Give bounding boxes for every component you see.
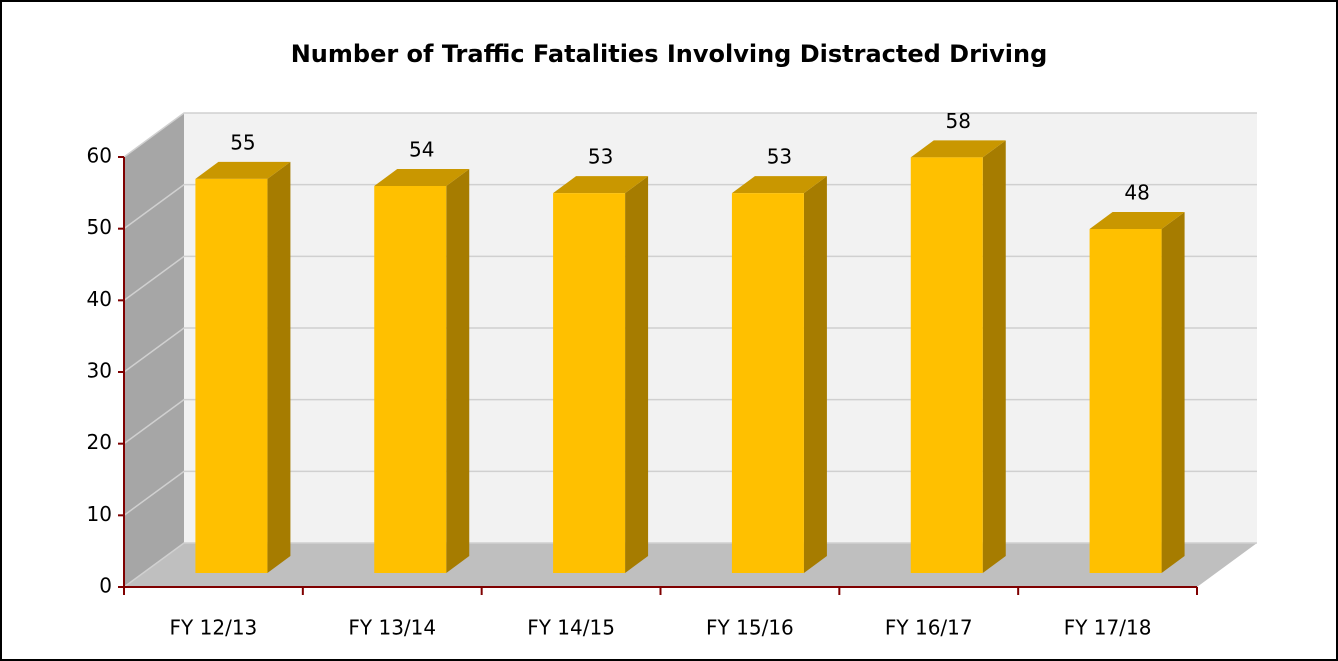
y-tick-label: 0 bbox=[99, 574, 112, 598]
bar-side bbox=[267, 161, 291, 574]
bar bbox=[374, 169, 470, 573]
bar-top bbox=[553, 176, 649, 194]
bar-top bbox=[910, 140, 1006, 158]
y-tick-label: 50 bbox=[87, 215, 112, 239]
grid-line bbox=[123, 398, 1257, 445]
bar-front bbox=[553, 193, 626, 573]
grid-line bbox=[123, 183, 1257, 230]
grid-line bbox=[123, 255, 1257, 301]
y-tick-label: 60 bbox=[87, 144, 112, 168]
y-tick-label: 10 bbox=[87, 502, 112, 526]
value-label: 55 bbox=[230, 130, 255, 154]
bar-top bbox=[731, 176, 827, 194]
bar-side bbox=[1161, 212, 1185, 573]
value-label: 58 bbox=[946, 109, 971, 133]
bar bbox=[1089, 212, 1185, 573]
bar-side bbox=[803, 176, 827, 573]
grid-line bbox=[123, 542, 1257, 588]
chart-title: Number of Traffic Fatalities Involving D… bbox=[291, 40, 1048, 68]
x-tick-label: FY 16/17 bbox=[885, 616, 973, 640]
floor bbox=[124, 543, 1257, 587]
value-label: 53 bbox=[588, 145, 613, 169]
grid-line bbox=[123, 470, 1257, 516]
bar-side bbox=[625, 176, 649, 573]
bar-top bbox=[374, 169, 470, 186]
bar bbox=[731, 176, 827, 573]
bar-front bbox=[731, 193, 804, 573]
value-label: 53 bbox=[767, 145, 792, 169]
bar bbox=[553, 176, 649, 573]
bar-front bbox=[374, 186, 447, 573]
bar-top bbox=[1089, 212, 1185, 229]
bar bbox=[910, 140, 1006, 574]
x-tick-label: FY 15/16 bbox=[706, 616, 794, 640]
value-label: 54 bbox=[409, 138, 434, 162]
y-tick-label: 20 bbox=[87, 430, 112, 454]
x-tick-label: FY 13/14 bbox=[348, 616, 436, 640]
y-tick-label: 30 bbox=[87, 359, 112, 383]
bar bbox=[195, 161, 291, 574]
bar-front bbox=[195, 178, 268, 574]
bar-front bbox=[910, 157, 983, 574]
grid-line bbox=[123, 327, 1257, 373]
x-tick-label: FY 12/13 bbox=[170, 616, 258, 640]
bar-side bbox=[446, 169, 470, 573]
bar-front bbox=[1089, 229, 1162, 573]
bar-side bbox=[982, 140, 1006, 574]
x-tick-label: FY 14/15 bbox=[527, 616, 615, 640]
y-tick-label: 40 bbox=[87, 287, 112, 311]
value-label: 48 bbox=[1124, 181, 1149, 205]
bar-top bbox=[195, 161, 291, 179]
x-tick-label: FY 17/18 bbox=[1064, 616, 1152, 640]
grid-line bbox=[123, 112, 1257, 158]
